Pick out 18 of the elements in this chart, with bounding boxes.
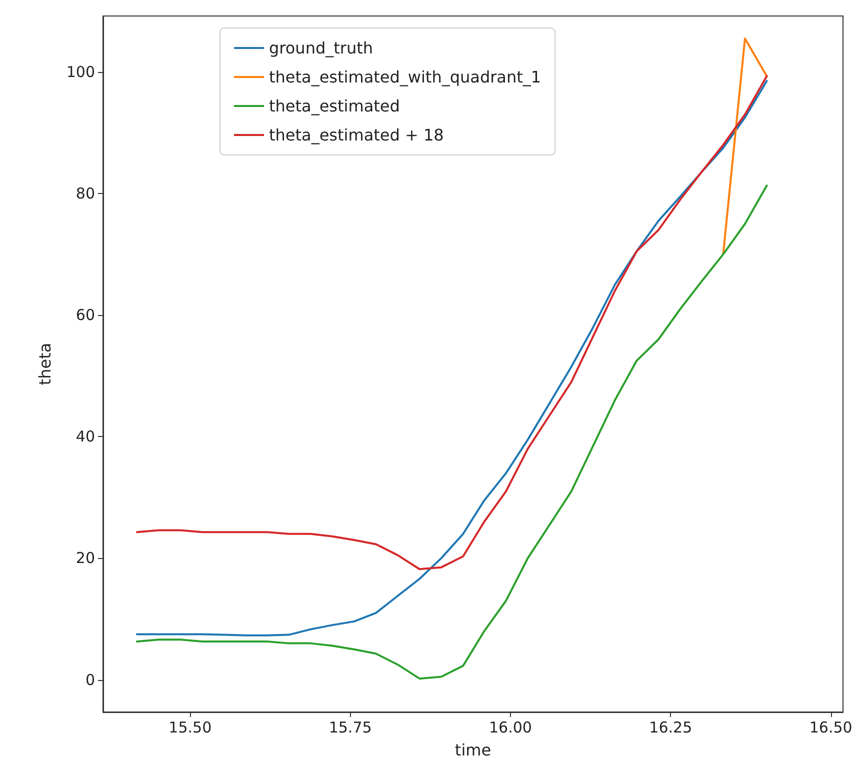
y-tick-label: 20 — [76, 549, 95, 568]
x-tick-label: 15.50 — [168, 718, 212, 736]
x-tick-label: 16.00 — [489, 718, 532, 736]
legend-label: theta_estimated — [269, 96, 400, 116]
legend-label: theta_estimated + 18 — [269, 126, 444, 144]
y-tick-label: 100 — [66, 62, 95, 81]
y-tick-label: 40 — [76, 428, 95, 446]
line-series — [136, 184, 768, 680]
legend-label: theta_estimated_with_quadrant_1 — [269, 68, 542, 86]
y-axis-title: theta — [36, 342, 54, 386]
legend-label: ground_truth — [269, 38, 374, 58]
y-tick-label: 0 — [85, 670, 95, 689]
x-tick-label: 15.75 — [328, 718, 372, 736]
x-tick-label: 16.50 — [809, 718, 852, 736]
x-tick-label: 16.25 — [649, 718, 692, 736]
y-tick-label: 80 — [76, 184, 95, 202]
y-tick-label: 60 — [76, 306, 95, 324]
x-axis-title: time — [454, 740, 492, 760]
